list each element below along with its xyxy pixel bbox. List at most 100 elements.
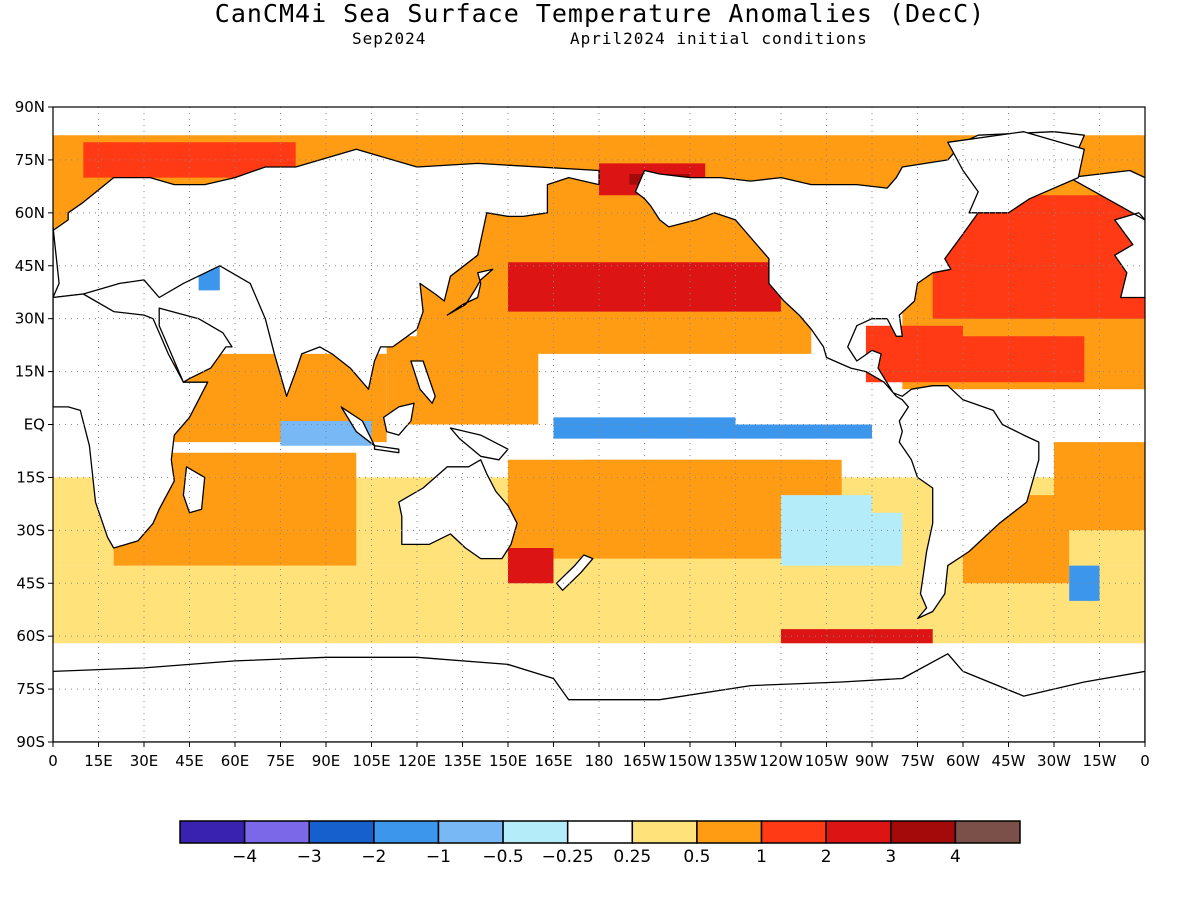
colorbar-label: 3 (885, 847, 896, 867)
land-mass (382, 402, 415, 436)
lon-tick-label: 90W (855, 752, 889, 770)
latitude-axis: 90N 75N 60N 45N 30N 15N EQ 15S 30S 45S 60S 75S 90S (15, 98, 53, 751)
lon-tick-label: 15W (1083, 752, 1117, 770)
lat-tick-label: 30S (16, 521, 45, 539)
lon-tick-label: 90E (312, 752, 341, 770)
lon-tick-label: 120W (759, 752, 803, 770)
colorbar-label: 0.5 (683, 847, 710, 867)
colorbar: −4 −3 −2 −1 −0.5 −0.25 0.25 0.5 1 2 3 4 (179, 820, 1021, 867)
land-mass (398, 459, 518, 560)
anomaly-patch (735, 396, 903, 425)
valid-month-label: Sep2024 (352, 29, 427, 48)
land-mass (634, 131, 1085, 620)
anomaly-patch (83, 142, 296, 178)
colorbar-label: 2 (821, 847, 832, 867)
lon-tick-label: 120E (398, 752, 436, 770)
lat-tick-label: 60N (15, 204, 45, 222)
colorbar-swatch (243, 820, 310, 844)
colorbar-label: −2 (361, 847, 386, 867)
lon-tick-label: 0 (48, 752, 58, 770)
lon-tick-label: 30E (130, 752, 159, 770)
colorbar-label: −1 (426, 847, 451, 867)
land-mass (182, 466, 206, 514)
colorbar-swatch (566, 820, 634, 844)
lon-tick-label: 60E (221, 752, 250, 770)
chart-title: CanCM4i Sea Surface Temperature Anomalie… (214, 0, 986, 28)
lon-tick-label: 45W (992, 752, 1026, 770)
land-mass (53, 226, 60, 299)
land-mass (373, 445, 400, 454)
lat-tick-label: 90S (16, 733, 45, 751)
colorbar-label: −0.25 (542, 847, 594, 867)
colorbar-label: −3 (297, 847, 322, 867)
lon-tick-label: 165W (623, 752, 667, 770)
colorbar-label: 4 (950, 847, 961, 867)
lon-tick-label: 75E (266, 752, 295, 770)
lon-tick-label: 150W (668, 752, 712, 770)
anomaly-patch (280, 421, 372, 446)
anomaly-patch (174, 353, 387, 443)
colorbar-swatch (437, 820, 504, 844)
land-mass (1068, 169, 1145, 299)
lat-tick-label: 15N (15, 363, 45, 381)
lon-tick-label: 165E (534, 752, 572, 770)
lon-tick-label: 135W (714, 752, 758, 770)
colorbar-label: −4 (232, 847, 257, 867)
lat-tick-label: 90N (15, 98, 45, 116)
anomaly-patch (781, 629, 933, 644)
lon-tick-label: 105E (352, 752, 390, 770)
land-mass (446, 268, 494, 316)
colorbar-swatch (502, 820, 569, 844)
anomaly-patch (508, 548, 554, 584)
land-mass (53, 293, 209, 549)
land-mass (53, 148, 600, 397)
lon-tick-label: 180 (585, 752, 614, 770)
anomaly-patch (932, 195, 1145, 319)
lat-tick-label: 45S (16, 574, 45, 592)
lon-tick-label: 15E (84, 752, 113, 770)
colorbar-swatch (890, 820, 957, 844)
colorbar-label: 1 (756, 847, 767, 867)
colorbar-label: 0.25 (613, 847, 651, 867)
anomaly-patch (629, 422, 827, 432)
lon-tick-label: 45E (175, 752, 204, 770)
land-mass (158, 307, 233, 383)
lon-tick-label: 75W (901, 752, 935, 770)
colorbar-swatch (373, 820, 440, 844)
lat-tick-label: 75N (15, 151, 45, 169)
anomaly-patch (386, 336, 539, 425)
colorbar-swatch (308, 820, 375, 844)
land-mass (449, 427, 509, 461)
colorbar-swatch (696, 820, 763, 844)
colorbar-swatch (179, 820, 246, 844)
longitude-axis: 0 15E 30E 45E 60E 75E 90E 105E 120E 135E 150E 165E 1… (48, 742, 1150, 770)
colorbar-swatch (631, 820, 698, 844)
lon-tick-label: 60W (946, 752, 980, 770)
lon-tick-label: 150E (489, 752, 527, 770)
lon-tick-label: 0 (1140, 752, 1150, 770)
anomaly-patch (1069, 565, 1100, 601)
lon-tick-label: 30W (1037, 752, 1071, 770)
anomaly-patch (538, 276, 721, 298)
lat-tick-label: 15S (16, 468, 45, 486)
lat-tick-label: EQ (24, 416, 45, 434)
colorbar-swatch (954, 820, 1021, 844)
lat-tick-label: 75S (16, 680, 45, 698)
anomaly-patch (583, 459, 812, 548)
lat-tick-label: 30N (15, 310, 45, 328)
grid-lines (53, 107, 1145, 742)
lat-tick-label: 45N (15, 257, 45, 275)
colorbar-label: −0.5 (482, 847, 523, 867)
lon-tick-label: 135E (443, 752, 481, 770)
anomaly-patch (865, 325, 963, 383)
colorbar-swatch (760, 820, 827, 844)
initial-conditions-label: April2024 initial conditions (570, 29, 868, 48)
land-mass (947, 131, 1085, 214)
colorbar-swatch (825, 820, 892, 844)
lon-tick-label: 105W (805, 752, 849, 770)
land-mass (555, 554, 594, 591)
anomaly-patch (963, 336, 1085, 383)
lat-tick-label: 60S (16, 627, 45, 645)
anomaly-patch (1054, 442, 1145, 531)
